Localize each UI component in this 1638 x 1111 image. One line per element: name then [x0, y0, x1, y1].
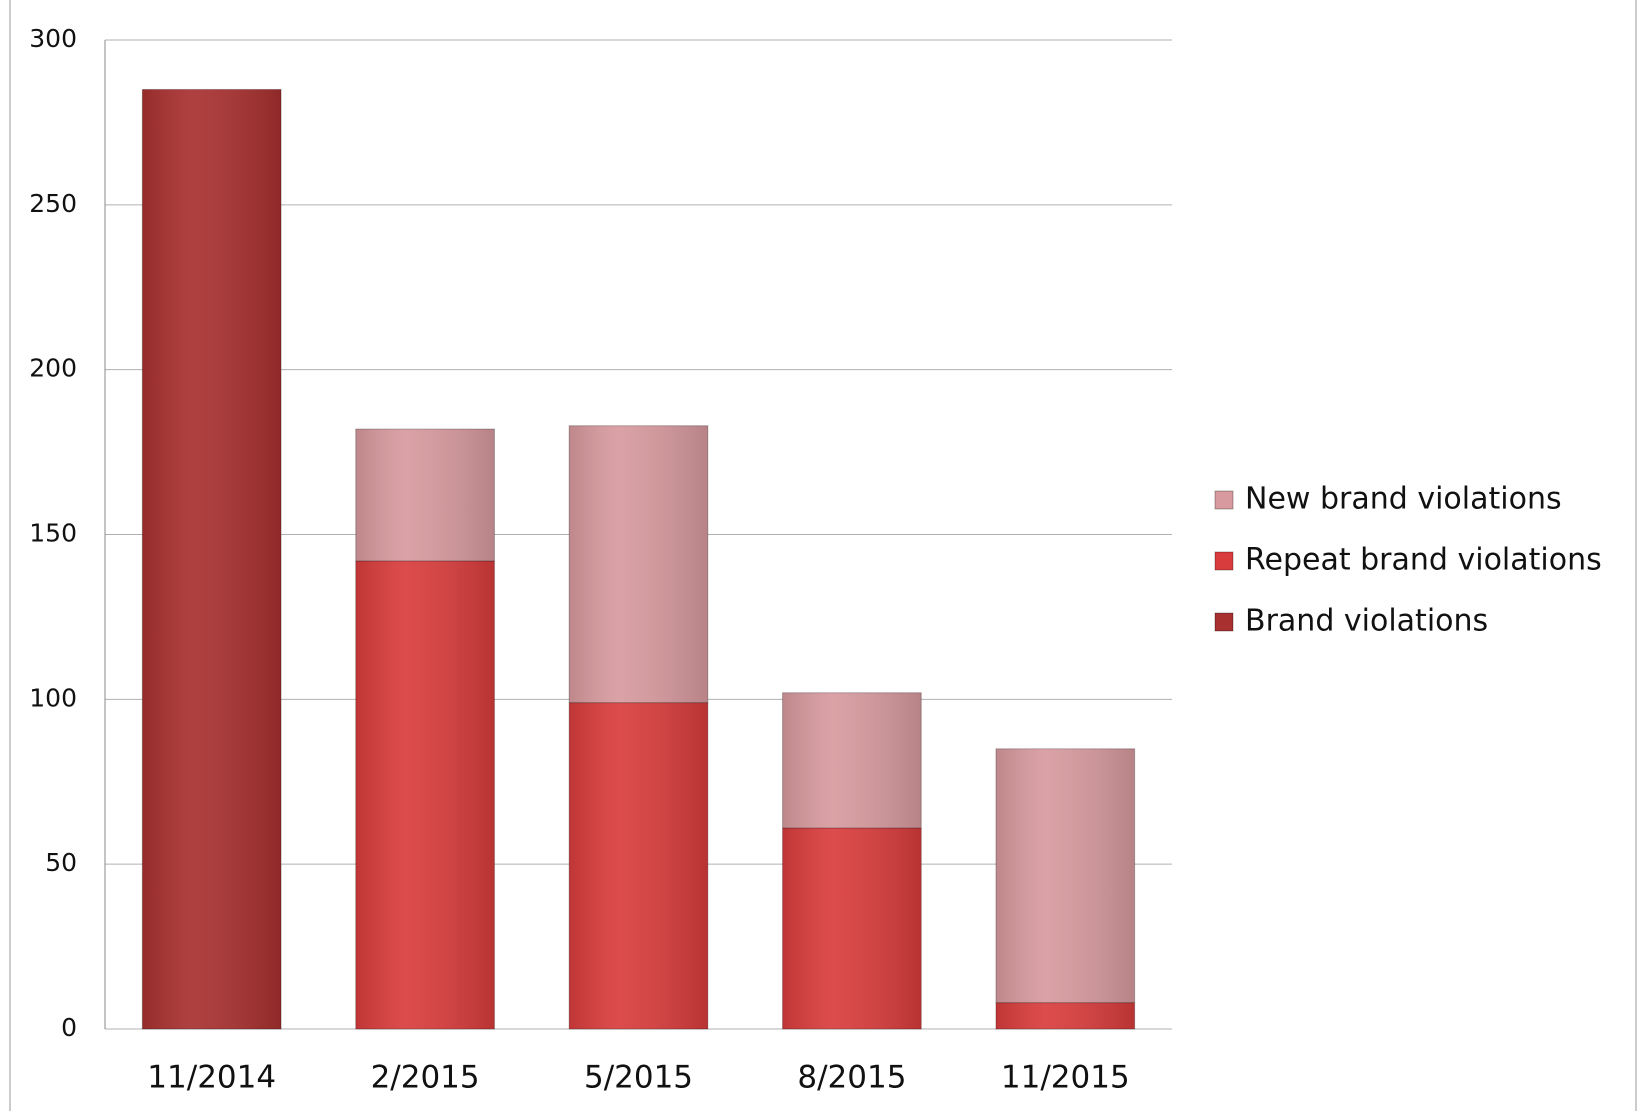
- bar-shine: [355, 429, 495, 561]
- y-tick-label: 300: [29, 24, 77, 53]
- bar-shine: [995, 1002, 1135, 1029]
- legend-label: New brand violations: [1245, 482, 1562, 517]
- legend-label: Brand violations: [1245, 604, 1488, 639]
- legend-swatch: [1214, 612, 1234, 632]
- legend-swatch: [1214, 490, 1234, 510]
- x-tick-label: 11/2014: [147, 1060, 276, 1096]
- y-tick-label: 200: [29, 354, 77, 383]
- y-tick-label: 150: [29, 519, 77, 548]
- bar-shine: [569, 425, 708, 703]
- x-tick-label: 8/2015: [797, 1060, 906, 1096]
- legend-swatch: [1214, 551, 1234, 571]
- y-tick-label: 100: [29, 683, 77, 712]
- bar-shine: [782, 692, 922, 828]
- legend-label: Repeat brand violations: [1245, 543, 1602, 578]
- y-tick-label: 250: [29, 189, 77, 218]
- bar-shine: [995, 748, 1135, 1003]
- bar-shine: [569, 702, 708, 1029]
- y-tick-label: 50: [45, 848, 77, 877]
- y-tick-label: 0: [61, 1013, 77, 1042]
- bar-shine: [142, 89, 282, 1029]
- bar-shine: [355, 560, 495, 1029]
- bar-shine: [782, 827, 922, 1029]
- x-tick-label: 2/2015: [371, 1060, 480, 1096]
- x-tick-label: 5/2015: [584, 1060, 693, 1096]
- x-tick-label: 11/2015: [1001, 1060, 1130, 1096]
